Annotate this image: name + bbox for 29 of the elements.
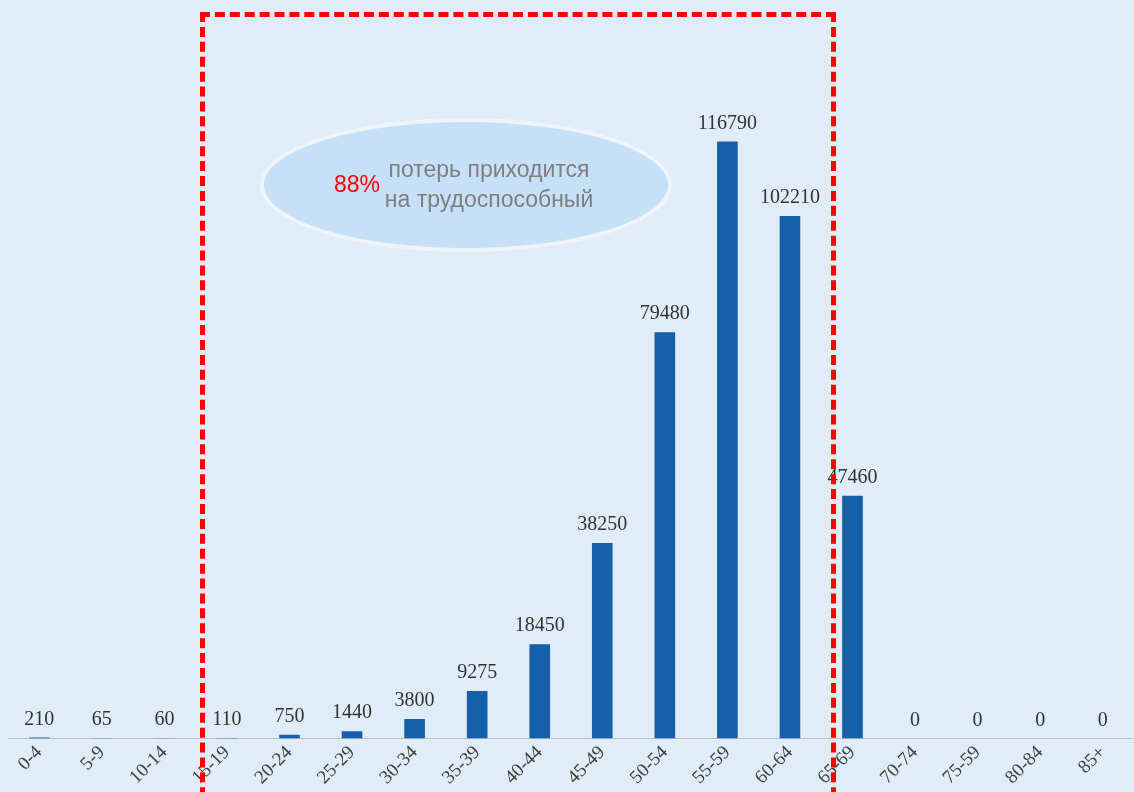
data-label: 0 — [1035, 707, 1046, 730]
x-tick-label: 0-4 — [12, 740, 46, 774]
data-label: 110 — [212, 707, 242, 730]
x-tick-label: 5-9 — [75, 741, 109, 774]
x-tick-label: 85+ — [1073, 741, 1110, 777]
data-label: 79480 — [639, 301, 690, 324]
bar — [466, 691, 488, 739]
data-label: 210 — [24, 706, 55, 729]
data-label: 1440 — [332, 700, 373, 723]
data-label: 102210 — [759, 185, 820, 208]
data-label: 3800 — [394, 688, 435, 711]
data-label: 18450 — [514, 613, 565, 636]
bar — [654, 332, 676, 739]
bar — [842, 495, 863, 739]
bar — [404, 719, 425, 739]
data-label: 116790 — [697, 110, 758, 133]
data-label: 0 — [910, 707, 921, 730]
data-label: 65 — [91, 707, 112, 730]
data-label: 0 — [972, 707, 983, 730]
bar — [591, 542, 613, 739]
bar — [341, 731, 363, 739]
data-label: 38250 — [577, 512, 628, 535]
data-label: 60 — [154, 707, 175, 730]
bar — [779, 215, 801, 739]
bar — [717, 141, 738, 739]
data-label: 750 — [274, 703, 305, 726]
bar — [529, 644, 551, 739]
data-label: 9275 — [457, 660, 498, 683]
data-label: 0 — [1097, 707, 1108, 730]
